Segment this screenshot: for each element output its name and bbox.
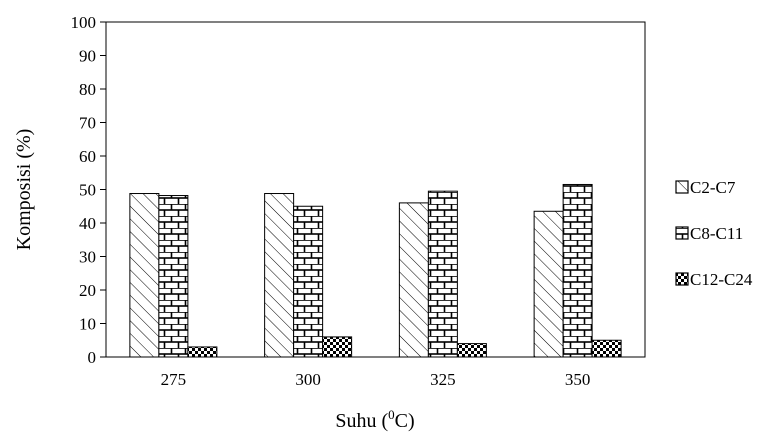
y-tick-label: 100	[71, 13, 97, 32]
x-tick-label: 275	[161, 370, 187, 389]
x-tick-label: 300	[295, 370, 321, 389]
y-axis-title: Komposisi (%)	[13, 129, 35, 251]
y-axis: 0 10 20 30 40 50 60 70 80 90 100	[71, 13, 106, 367]
bar-c8-c11-275	[158, 195, 189, 358]
x-axis-title-tail: C)	[395, 410, 415, 432]
legend-label: C12-C24	[690, 270, 753, 289]
bar-c12-c24-275	[187, 346, 218, 358]
bar-c8-c11-300	[293, 205, 324, 358]
x-axis-title-main: Suhu (	[335, 410, 388, 432]
legend-swatch	[675, 180, 689, 194]
y-tick-label: 30	[79, 248, 96, 267]
bar-c8-c11-325	[427, 190, 458, 358]
bar-c2-c7-300	[264, 193, 295, 358]
y-tick-label: 60	[79, 147, 96, 166]
bar-c12-c24-350	[591, 339, 622, 358]
legend: C2-C7 C8-C11 C12-C24	[675, 178, 753, 289]
y-tick-label: 10	[79, 315, 96, 334]
bar-c2-c7-275	[129, 193, 160, 358]
bars-group	[129, 183, 622, 358]
y-tick-label: 0	[88, 348, 97, 367]
y-tick-label: 70	[79, 114, 96, 133]
y-tick-label: 80	[79, 80, 96, 99]
y-tick-label: 90	[79, 47, 96, 66]
y-tick-label: 40	[79, 214, 96, 233]
x-tick-label: 325	[430, 370, 456, 389]
bar-c2-c7-350	[533, 210, 564, 358]
x-axis-title-sup: 0	[388, 407, 395, 422]
y-tick-label: 50	[79, 181, 96, 200]
bar-c2-c7-325	[398, 202, 429, 358]
legend-label: C2-C7	[690, 178, 736, 197]
bar-c8-c11-350	[562, 183, 593, 358]
x-tick-label: 350	[565, 370, 591, 389]
legend-swatch	[675, 226, 689, 240]
legend-label: C8-C11	[690, 224, 743, 243]
bar-c12-c24-300	[322, 336, 353, 358]
x-axis: 275 300 325 350	[161, 370, 591, 389]
bar-c12-c24-325	[456, 343, 487, 358]
x-axis-title: Suhu (0C)	[335, 407, 414, 432]
y-tick-label: 20	[79, 281, 96, 300]
legend-swatch	[675, 272, 689, 286]
